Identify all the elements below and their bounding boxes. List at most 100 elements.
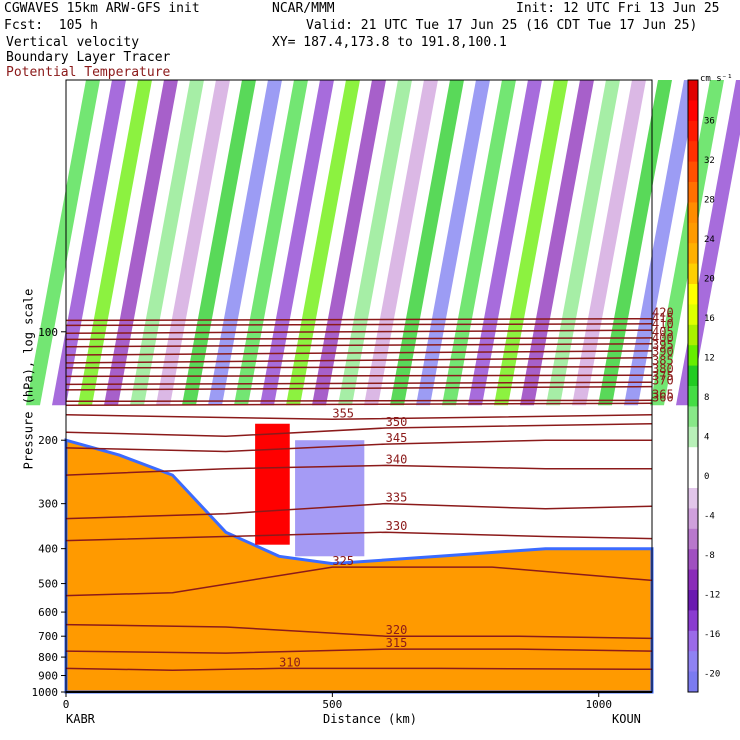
colorbar-tick-8: 8 — [704, 393, 709, 403]
colorbar-tick-20: 20 — [704, 274, 715, 284]
theta-label-355: 355 — [332, 406, 354, 420]
theta-contour-310 — [65, 667, 653, 671]
y-tick-label-100: 100 — [38, 326, 58, 339]
theta-label-420: 420 — [652, 306, 674, 320]
colorbar-swatch — [688, 549, 698, 571]
colorbar-swatch — [688, 590, 698, 611]
forecast-hour: Fcst: 105 h — [4, 18, 98, 33]
wave-band — [650, 80, 724, 406]
colorbar-swatch — [688, 263, 698, 285]
theta-contour-375 — [65, 381, 653, 386]
colorbar-swatch — [688, 671, 698, 693]
colorbar-swatch — [688, 284, 698, 305]
theta-contour-320 — [65, 623, 653, 640]
theta-label-360: 360 — [652, 390, 674, 404]
theta-contour-315 — [65, 648, 653, 654]
colorbar-swatch — [688, 100, 698, 122]
theta-label-310: 310 — [279, 655, 301, 669]
theta-label-375: 375 — [652, 369, 674, 383]
wave-band — [78, 80, 152, 406]
colorbar-swatch — [688, 80, 698, 101]
theta-label-385: 385 — [652, 354, 674, 368]
colorbar-tick-32: 32 — [704, 156, 715, 166]
colorbar-swatch — [688, 528, 698, 550]
theta-contour-340 — [65, 464, 652, 476]
y-tick-label-1000: 1000 — [32, 686, 59, 699]
theta-contour-420 — [65, 317, 653, 322]
colorbar-swatch — [688, 630, 698, 652]
theta-label-320: 320 — [386, 623, 408, 637]
wave-band — [260, 80, 334, 406]
theta-contour-385 — [65, 365, 653, 369]
theta-contour-415 — [65, 323, 653, 327]
theta-contour-360 — [65, 402, 653, 407]
colorbar-tick-16: 16 — [704, 314, 715, 324]
x-tick-label-500: 500 — [322, 698, 342, 711]
theta-label-400: 400 — [652, 331, 674, 345]
colorbar-tick-24: 24 — [704, 235, 715, 245]
x-tick-label-1000: 1000 — [585, 698, 612, 711]
y-tick-label-300: 300 — [38, 498, 58, 511]
wave-band — [182, 80, 256, 406]
theta-contour-325 — [65, 566, 653, 597]
x-axis-title: Distance (km) — [323, 712, 417, 726]
theta-label-325: 325 — [332, 554, 354, 568]
theta-contour-400 — [65, 343, 653, 348]
theta-contour-355 — [65, 414, 653, 421]
colorbar-swatch — [688, 120, 698, 142]
wave-band — [130, 80, 204, 406]
colorbar-swatch — [688, 488, 698, 509]
y-tick-label-200: 200 — [38, 434, 58, 447]
x-endpoint-right: KOUN — [612, 712, 641, 726]
theta-label-410: 410 — [652, 317, 674, 331]
updraft-core — [255, 423, 290, 545]
xy-cross-section: XY= 187.4,173.8 to 191.8,100.1 — [272, 35, 507, 50]
colorbar-swatch — [688, 304, 698, 326]
theta-contour-365 — [65, 399, 653, 403]
theta-contour-390 — [65, 356, 653, 364]
y-tick-label-500: 500 — [38, 578, 58, 591]
colorbar-tick-12: 12 — [704, 353, 715, 363]
colorbar-tick--16: -16 — [704, 630, 720, 640]
theta-contour-410 — [65, 329, 653, 335]
colorbar-swatch — [688, 651, 698, 673]
y-tick-label-700: 700 — [38, 630, 58, 643]
colorbar-swatch — [688, 426, 698, 448]
theta-label-405: 405 — [652, 325, 674, 339]
field-potential-temperature: Potential Temperature — [6, 65, 171, 80]
theta-contour-335 — [65, 502, 653, 520]
theta-label-340: 340 — [386, 452, 408, 466]
y-tick-label-600: 600 — [38, 606, 58, 619]
y-tick-label-900: 900 — [38, 670, 58, 683]
wave-band — [26, 80, 100, 406]
wave-band — [286, 80, 360, 406]
y-tick-label-400: 400 — [38, 543, 58, 556]
colorbar-swatch — [688, 365, 698, 387]
theta-contour-370 — [65, 385, 653, 391]
model-title: CGWAVES 15km ARW-GFS init — [4, 1, 200, 16]
org-label: NCAR/MMM — [272, 1, 335, 16]
colorbar-swatch — [688, 243, 698, 265]
init-time: Init: 12 UTC Fri 13 Jun 25 — [516, 1, 720, 16]
valid-time: Valid: 21 UTC Tue 17 Jun 25 (16 CDT Tue … — [306, 18, 698, 33]
colorbar-swatch — [688, 182, 698, 203]
theta-contour-395 — [65, 350, 653, 356]
x-endpoint-left: KABR — [66, 712, 95, 726]
y-tick-label-800: 800 — [38, 651, 58, 664]
theta-label-380: 380 — [652, 362, 674, 376]
colorbar-tick-4: 4 — [704, 432, 709, 442]
theta-label-350: 350 — [386, 415, 408, 429]
colorbar-tick-36: 36 — [704, 116, 715, 126]
theta-label-415: 415 — [652, 311, 674, 325]
colorbar-swatch — [688, 324, 698, 346]
colorbar-swatch — [688, 610, 698, 632]
wave-band — [104, 80, 178, 406]
y-axis-title: Pressure (hPa), log scale — [21, 288, 36, 470]
theta-label-330: 330 — [386, 519, 408, 533]
colorbar-swatch — [688, 386, 698, 407]
colorbar-swatch — [688, 222, 698, 244]
colorbar-swatch — [688, 467, 698, 489]
colorbar-units: cm s⁻¹ — [700, 74, 733, 84]
theta-label-345: 345 — [386, 431, 408, 445]
colorbar-swatch — [688, 508, 698, 530]
